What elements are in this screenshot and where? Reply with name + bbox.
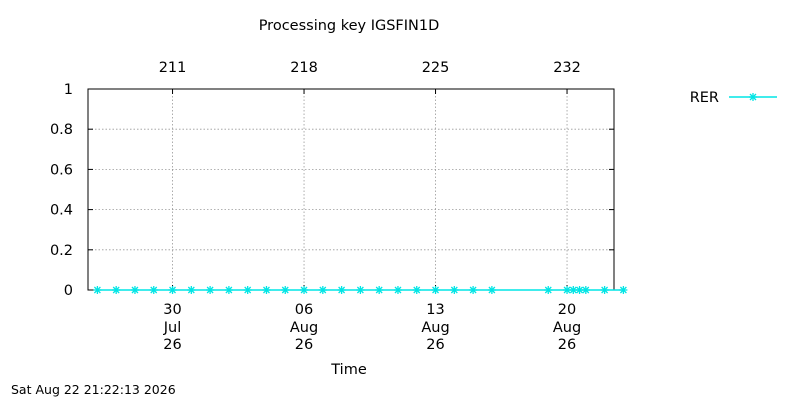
y-tick-label: 1	[64, 82, 73, 98]
data-point	[318, 286, 327, 294]
x2-tick-label: 225	[422, 60, 450, 76]
x2-tick-label: 211	[159, 60, 187, 76]
x-tick-label-month: Aug	[421, 320, 449, 336]
x2-tick-label: 232	[553, 60, 581, 76]
data-point	[130, 286, 139, 294]
data-point	[569, 286, 578, 294]
data-point	[431, 286, 440, 294]
chart-title: Processing key IGSFIN1D	[259, 18, 440, 34]
legend: RER	[690, 90, 777, 106]
data-point	[412, 286, 421, 294]
data-point	[262, 286, 271, 294]
axes: 00.20.40.60.8130Jul2606Aug2613Aug2620Aug…	[50, 60, 614, 353]
y-tick-label: 0.6	[50, 162, 73, 178]
series-rer	[93, 286, 628, 294]
data-point	[581, 286, 590, 294]
x2-tick-label: 218	[290, 60, 318, 76]
data-point	[563, 286, 572, 294]
x-tick-label-year: 26	[295, 337, 313, 353]
data-point	[544, 286, 553, 294]
data-point	[112, 286, 121, 294]
x-axis-label: Time	[330, 362, 367, 378]
data-point	[243, 286, 252, 294]
x-tick-label-day: 13	[426, 302, 444, 318]
data-point	[168, 286, 177, 294]
x-tick-label-year: 26	[426, 337, 444, 353]
x-tick-label-month: Aug	[290, 320, 318, 336]
x-tick-label-month: Jul	[163, 320, 182, 336]
y-tick-label: 0	[64, 283, 73, 299]
grid	[88, 89, 614, 290]
data-point	[619, 286, 628, 294]
data-point	[337, 286, 346, 294]
legend-marker-rer	[749, 93, 757, 101]
data-point	[375, 286, 384, 294]
x-tick-label-day: 30	[163, 302, 181, 318]
data-point	[149, 286, 158, 294]
y-tick-label: 0.8	[50, 122, 73, 138]
data-point	[487, 286, 496, 294]
data-point	[469, 286, 478, 294]
legend-star-icon	[749, 93, 757, 101]
data-point	[206, 286, 215, 294]
data-point	[281, 286, 290, 294]
legend-label-rer: RER	[690, 90, 719, 106]
data-point	[187, 286, 196, 294]
data-point	[450, 286, 459, 294]
footer-timestamp: Sat Aug 22 21:22:13 2026	[11, 382, 176, 397]
data-point	[600, 286, 609, 294]
x-tick-label-year: 26	[558, 337, 576, 353]
data-point	[300, 286, 309, 294]
data-point	[393, 286, 402, 294]
data-point	[356, 286, 365, 294]
y-tick-label: 0.4	[50, 203, 73, 219]
data-point	[224, 286, 233, 294]
x-tick-label-day: 20	[558, 302, 576, 318]
x-tick-label-day: 06	[295, 302, 313, 318]
y-tick-label: 0.2	[50, 243, 73, 259]
plot-frame	[87, 88, 615, 291]
x-tick-label-month: Aug	[553, 320, 581, 336]
x-tick-label-year: 26	[163, 337, 181, 353]
data-point	[93, 286, 102, 294]
